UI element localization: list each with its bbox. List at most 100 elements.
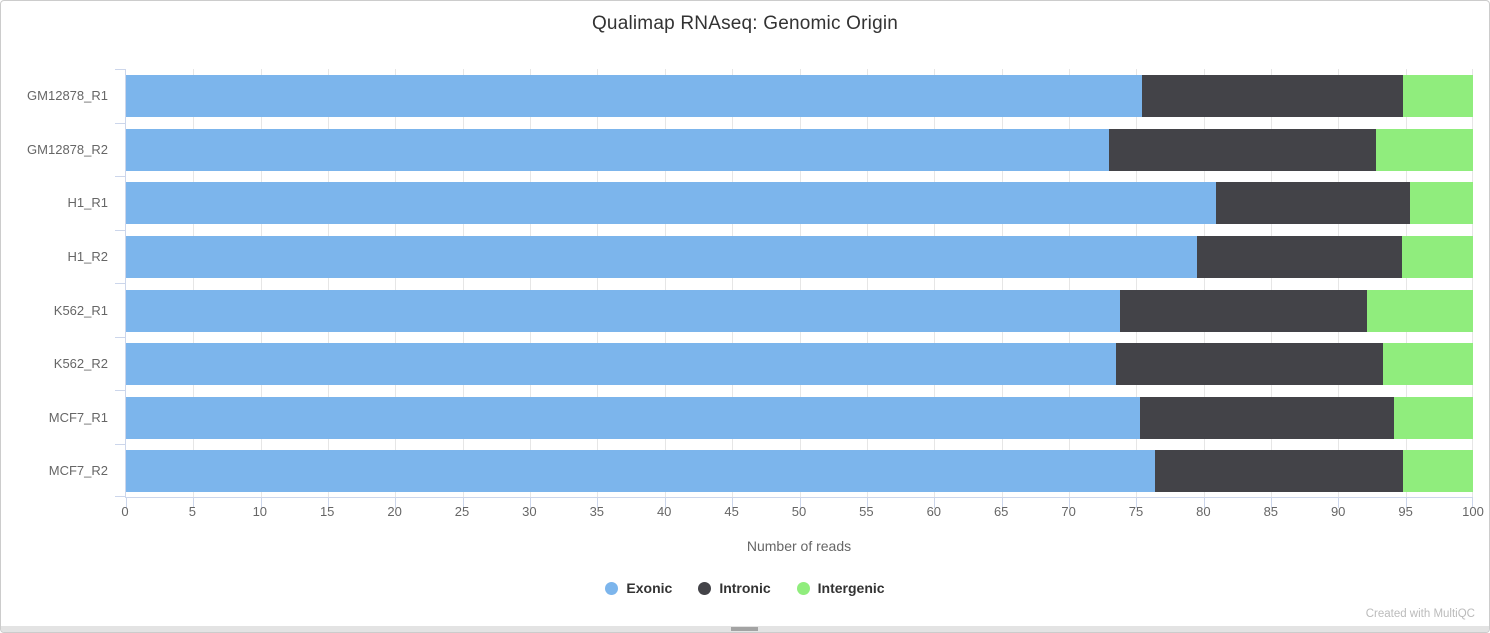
y-axis-label: GM12878_R1 [27, 88, 108, 103]
bar-segment-intergenic[interactable] [1409, 182, 1473, 225]
x-axis-tick-label: 5 [188, 504, 197, 519]
bar-segment-exonic[interactable] [126, 128, 1110, 171]
x-axis-tick-label: 55 [859, 504, 874, 519]
gridline [1472, 69, 1473, 497]
gridline [1270, 69, 1272, 497]
bar-segment-intronic[interactable] [1140, 396, 1394, 439]
x-axis-tick [1270, 498, 1272, 508]
horizontal-scrollbar[interactable] [1, 626, 1489, 632]
plot-area [115, 69, 1473, 508]
x-axis-tick-label: 85 [1263, 504, 1279, 519]
gridline [530, 69, 532, 497]
x-axis-tick [1405, 498, 1407, 508]
bar-segment-intergenic[interactable] [1382, 343, 1473, 386]
x-axis-tick [530, 498, 532, 508]
y-axis-tick [115, 496, 125, 497]
legend-item-exonic[interactable]: Exonic [605, 580, 672, 596]
y-axis-label: K562_R1 [53, 302, 108, 318]
x-axis-tick [1001, 498, 1003, 508]
bar-segment-intergenic[interactable] [1376, 128, 1473, 171]
bar-row [126, 337, 1473, 391]
bar-segment-intronic[interactable] [1109, 128, 1376, 171]
gridline [1338, 69, 1340, 497]
bar-row [126, 176, 1473, 230]
chart-title: Qualimap RNAseq: Genomic Origin [591, 13, 899, 34]
y-axis-label: MCF7_R1 [48, 409, 108, 425]
x-axis-tick-label: 20 [387, 504, 402, 519]
y-axis-tick [115, 390, 125, 391]
y-axis-tick [115, 283, 125, 284]
bar-segment-intergenic[interactable] [1366, 289, 1473, 332]
stacked-bar-MCF7_R2 [126, 450, 1473, 493]
x-axis-tick-label: 0 [121, 504, 129, 519]
bar-segment-exonic[interactable] [126, 343, 1117, 386]
x-axis-tick [260, 498, 262, 508]
gridline [597, 69, 599, 497]
credit-text: Created with MultiQC [1365, 608, 1475, 620]
x-axis-tick [126, 498, 127, 508]
gridline [1405, 69, 1407, 497]
gridline [732, 69, 734, 497]
gridline [462, 69, 464, 497]
bar-segment-intronic[interactable] [1141, 75, 1403, 117]
bar-segment-exonic[interactable] [126, 75, 1142, 117]
y-axis-label: GM12878_R2 [27, 141, 108, 157]
x-axis-tick-label: 80 [1196, 504, 1211, 519]
legend-label: Exonic [626, 580, 673, 596]
gridline [395, 69, 397, 497]
bar-row [126, 69, 1473, 123]
gridline [664, 69, 666, 497]
stacked-bar-MCF7_R1 [126, 396, 1473, 439]
x-axis-tick-label: 45 [724, 504, 739, 519]
legend-item-intergenic[interactable]: Intergenic [796, 580, 885, 596]
x-axis-tick [462, 498, 464, 508]
x-axis-tick [395, 498, 397, 508]
gridline [1203, 69, 1205, 497]
x-axis-tick [866, 498, 868, 508]
bar-segment-intronic[interactable] [1196, 235, 1402, 278]
x-axis-tick-label: 90 [1330, 504, 1346, 519]
x-axis-tick-label: 25 [454, 504, 470, 519]
x-axis-tick-label: 40 [656, 504, 672, 519]
bar-segment-exonic[interactable] [126, 289, 1121, 332]
y-axis-tick [115, 336, 125, 338]
bar-segment-intergenic[interactable] [1402, 75, 1473, 117]
gridline [260, 69, 262, 497]
gridline [799, 69, 801, 497]
stacked-bar-K562_R1 [126, 289, 1473, 332]
bar-row [126, 284, 1473, 338]
bar-segment-intronic[interactable] [1215, 182, 1410, 225]
legend-item-intronic[interactable]: Intronic [698, 580, 771, 596]
y-axis-tick [115, 443, 125, 445]
stacked-bar-K562_R2 [126, 343, 1473, 386]
y-axis-tick [115, 69, 125, 70]
x-axis-tick [799, 498, 801, 508]
x-axis-tick [1472, 498, 1473, 508]
bar-row [126, 391, 1473, 445]
bar-segment-exonic[interactable] [126, 396, 1141, 439]
bar-segment-intergenic[interactable] [1402, 450, 1473, 493]
gridline [1068, 69, 1070, 497]
y-axis-tick [115, 176, 125, 177]
bar-segment-intronic[interactable] [1120, 289, 1367, 332]
x-axis-tick [1338, 498, 1340, 508]
gridline [934, 69, 936, 497]
y-axis-label: K562_R2 [53, 356, 108, 372]
bar-segment-exonic[interactable] [126, 235, 1197, 278]
bar-segment-intergenic[interactable] [1393, 396, 1473, 439]
bar-row [126, 444, 1473, 498]
bar-segment-exonic[interactable] [126, 182, 1216, 225]
bar-segment-intronic[interactable] [1155, 450, 1403, 493]
legend-marker-icon [605, 581, 619, 595]
bar-segment-exonic[interactable] [126, 450, 1156, 493]
legend-label: Intergenic [817, 580, 885, 596]
x-axis-tick [732, 498, 734, 508]
gridline [193, 69, 195, 497]
gridline [1001, 69, 1003, 497]
bar-segment-intergenic[interactable] [1401, 235, 1473, 278]
stacked-bar-H1_R1 [126, 182, 1473, 225]
bar-segment-intronic[interactable] [1116, 343, 1383, 386]
scrollbar-handle[interactable] [731, 627, 758, 631]
x-axis-tick [193, 498, 195, 508]
